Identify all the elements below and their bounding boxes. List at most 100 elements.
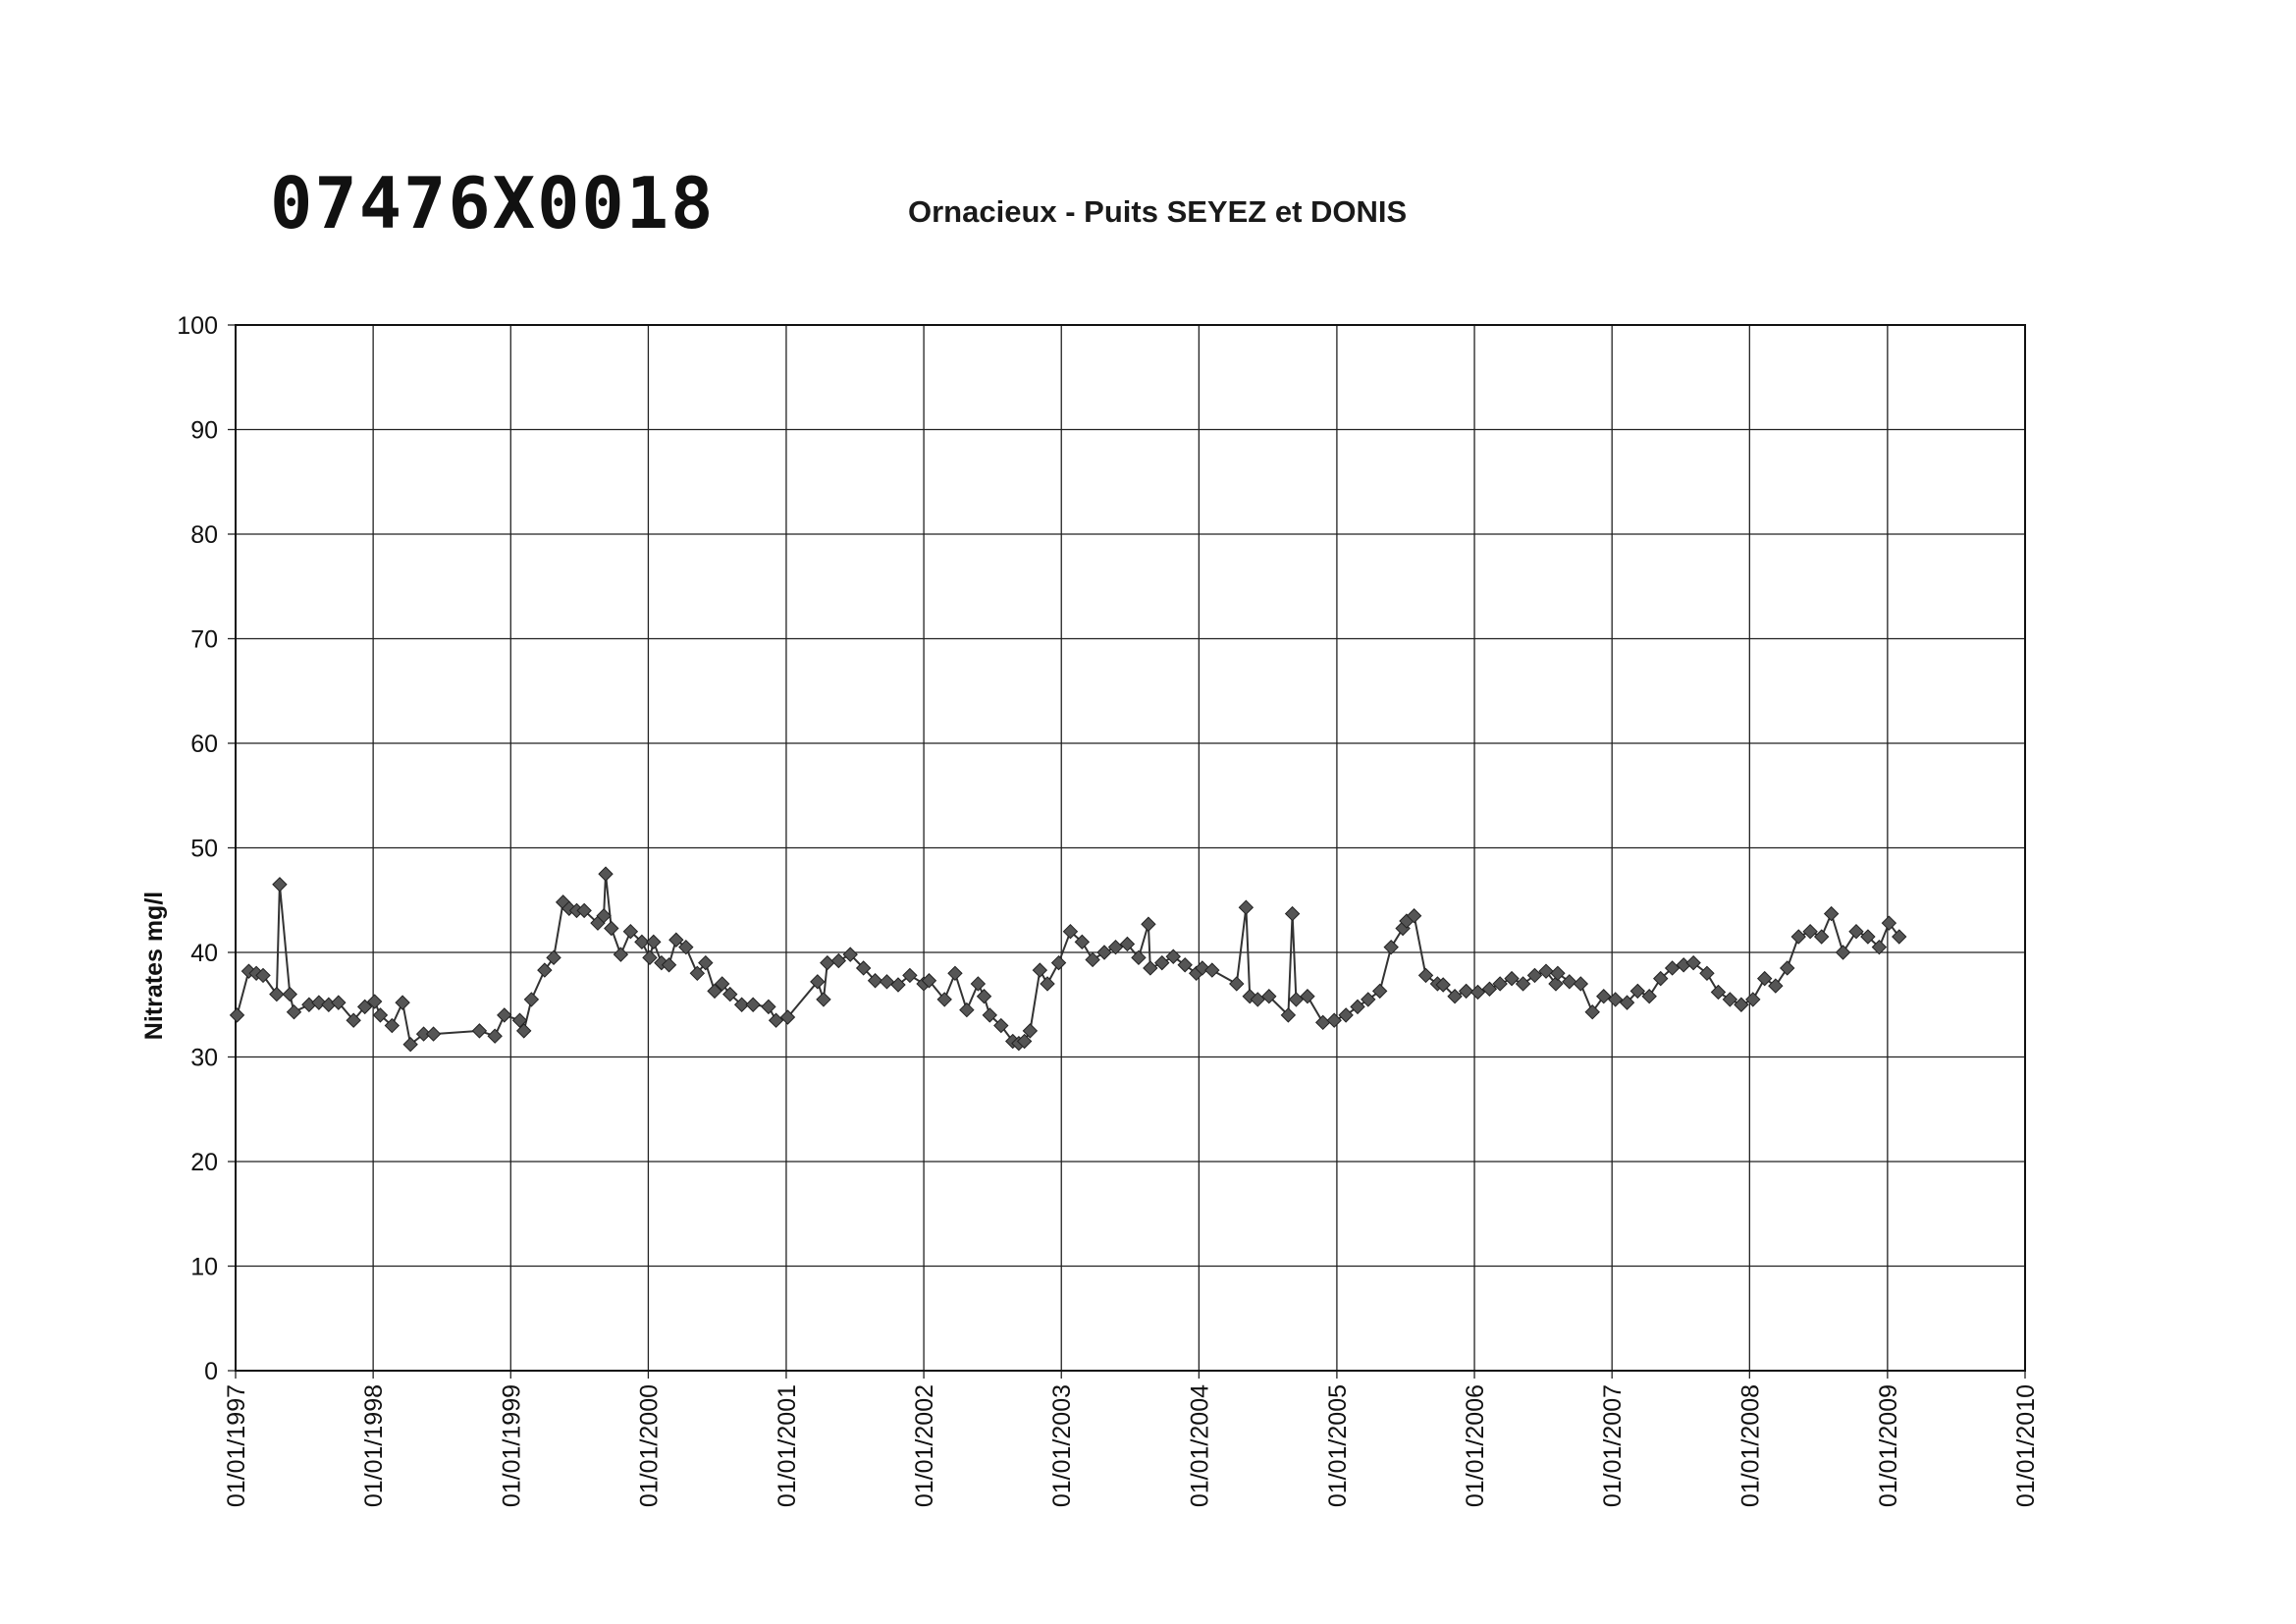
data-point [1562,974,1577,990]
data-point [255,967,271,984]
x-tick-label: 01/01/2008 [1736,1384,1764,1507]
data-point [1823,905,1840,922]
data-point [1629,983,1646,1000]
data-point [1892,929,1907,945]
data-point [1813,929,1830,945]
data-point [830,952,847,969]
data-point [1653,970,1669,987]
y-tick-label: 70 [190,626,218,654]
grid [228,324,2026,1379]
data-point [1447,989,1463,1004]
data-point [1573,976,1589,992]
data-point [779,1009,796,1025]
data-point [1154,954,1170,971]
y-tick-label: 80 [190,521,218,549]
data-point [855,960,872,976]
series-markers [229,866,1907,1053]
data-point [976,989,992,1004]
data-point [714,976,730,992]
x-tick-label: 01/01/2007 [1599,1384,1627,1507]
data-point [1326,1012,1342,1028]
data-point [1699,965,1715,982]
data-point [1607,992,1624,1007]
data-point [1022,1023,1039,1039]
data-point [1204,962,1220,978]
data-point [1848,923,1864,940]
data-point [1492,976,1508,992]
data-point [1016,1033,1033,1050]
data-point [1250,992,1265,1007]
data-point [1350,999,1365,1015]
data-point [982,1007,997,1023]
data-point [678,939,694,955]
data-point [1383,939,1399,955]
data-point [1550,965,1566,982]
y-tick-label: 40 [190,940,218,967]
data-point [1229,976,1245,992]
data-point [516,1023,532,1039]
data-point [1195,960,1210,976]
plot-frame [235,324,2026,1372]
x-tick-label: 01/01/2009 [1875,1384,1902,1507]
data-point [1780,960,1795,976]
data-point [1032,962,1048,978]
data-point [1734,997,1749,1012]
data-point [372,1007,389,1023]
data-point [598,866,614,882]
data-point [1288,992,1305,1007]
data-point [1050,954,1067,971]
data-point [1280,1007,1297,1023]
x-tick-labels: 01/01/1997 01/01/1998 01/01/1999 01/01/2000… [223,1384,2040,1507]
data-point [1584,1003,1600,1020]
data-point [842,947,858,962]
data-point [642,949,658,966]
data-point [1238,899,1255,915]
x-tick-label: 01/01/2000 [635,1384,663,1507]
data-point [272,877,288,893]
data-point [1141,916,1156,932]
data-point [936,992,952,1007]
data-point [1417,967,1434,984]
data-point [1143,960,1158,976]
data-point [613,947,629,962]
data-point [1526,967,1543,984]
data-point [1338,1007,1354,1023]
data-point [286,1003,302,1020]
data-point [993,1017,1009,1034]
data-point [1165,948,1181,964]
data-point [331,995,347,1010]
data-point [1619,995,1635,1010]
data-point [1314,1014,1331,1031]
data-point [269,986,285,1002]
data-point [810,974,826,990]
data-point [282,986,297,1002]
data-point [346,1012,361,1028]
data-point [1435,977,1451,993]
y-tick-label: 90 [190,417,218,445]
data-point [890,977,906,993]
data-point [668,932,684,947]
x-tick-label: 01/01/2004 [1186,1384,1213,1507]
data-point [768,1012,784,1028]
x-tick-label: 01/01/2010 [2012,1384,2040,1507]
data-point [646,934,662,950]
data-point [820,954,835,971]
x-tick-label: 01/01/2005 [1324,1384,1352,1507]
data-point [1119,936,1136,952]
data-point [395,995,410,1010]
data-point [1371,983,1388,1000]
data-point [537,962,553,978]
data-point [1300,989,1315,1004]
data-point [497,1007,512,1023]
data-point [1596,989,1612,1004]
data-point [1131,949,1147,966]
data-point [634,934,650,950]
data-point [511,1012,528,1028]
data-point [1469,984,1486,1001]
y-tick-labels: 0 10 20 30 40 50 60 70 80 90 100 [177,312,218,1385]
data-point [921,973,937,989]
data-point [1860,929,1876,945]
y-tick-label: 0 [204,1358,218,1385]
x-tick-label: 01/01/1998 [360,1384,388,1507]
x-tick-label: 01/01/2001 [774,1384,801,1507]
